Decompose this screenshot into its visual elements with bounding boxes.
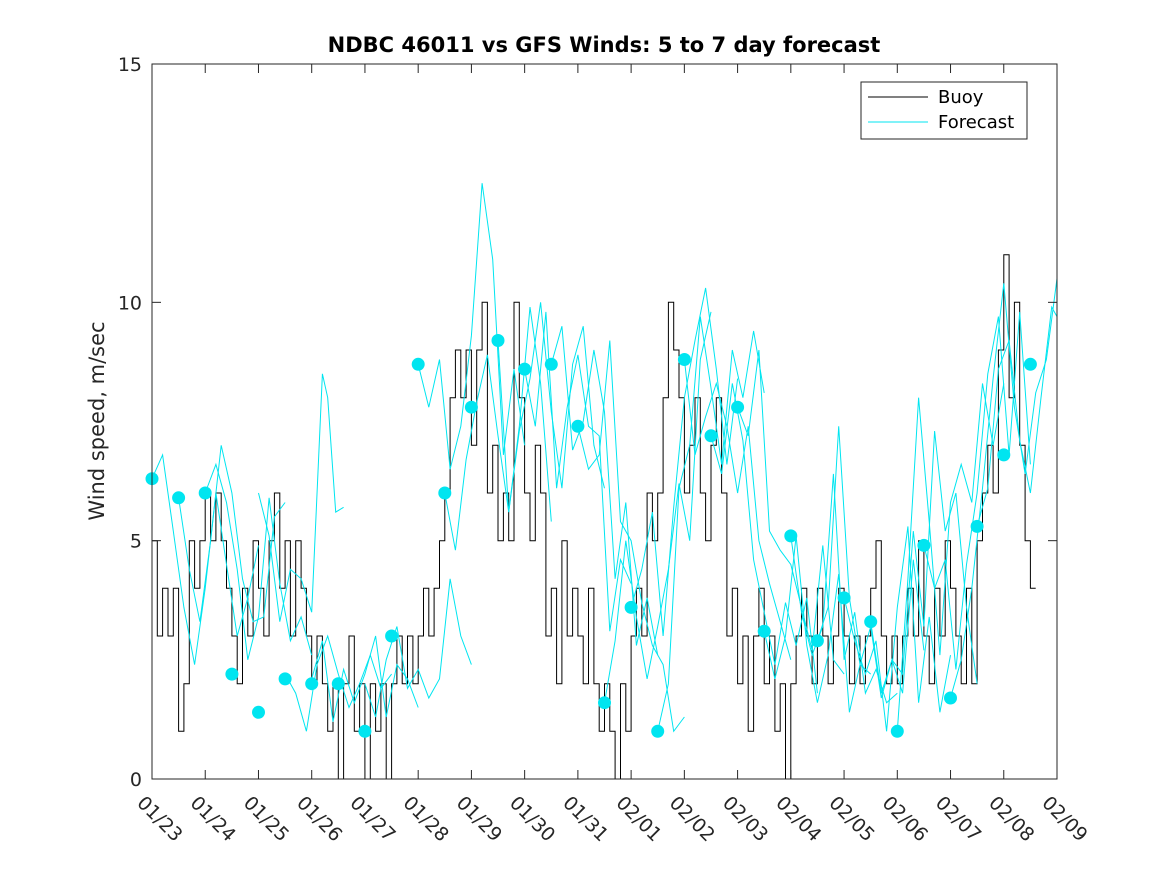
legend: Buoy Forecast (860, 81, 1028, 140)
forecast-marker-18 (598, 696, 611, 710)
forecast-run-line-8 (417, 183, 526, 470)
forecast-run-line-1 (151, 453, 259, 665)
forecast-run-line-10 (497, 302, 605, 513)
forecast-marker-7 (305, 677, 319, 691)
legend-label-buoy: Buoy (938, 87, 984, 108)
forecast-run-line-15 (630, 287, 739, 637)
forecast-marker-13 (464, 400, 478, 414)
forecast-marker-30 (917, 538, 931, 552)
forecast-marker-23 (731, 400, 745, 414)
plot-area (145, 183, 1058, 780)
forecast-run-line-5 (284, 634, 393, 732)
forecast-marker-19 (624, 600, 638, 614)
forecast-marker-9 (358, 724, 372, 738)
forecast-marker-14 (491, 334, 505, 347)
forecast-run-line-14 (604, 311, 712, 703)
forecast-marker-12 (438, 486, 452, 500)
forecast-marker-28 (864, 615, 878, 629)
forecast-marker-31 (944, 691, 957, 705)
forecast-run-line-19 (737, 349, 845, 675)
forecast-marker-2 (172, 491, 186, 505)
forecast-marker-16 (544, 357, 558, 371)
forecast-run-line-28 (976, 305, 1058, 527)
forecast-run-line-24 (870, 430, 978, 694)
forecast-marker-26 (810, 634, 824, 648)
forecast-marker-33 (997, 448, 1011, 462)
forecast-marker-10 (385, 629, 399, 643)
chart-title: NDBC 46011 vs GFS Winds: 5 to 7 day fore… (328, 33, 881, 57)
forecast-marker-5 (252, 705, 265, 719)
forecast-run-line-6 (311, 635, 419, 722)
forecast-run-line-25 (896, 383, 1005, 732)
forecast-marker-25 (784, 529, 798, 543)
forecast-marker-22 (704, 429, 718, 443)
forecast-marker-3 (198, 486, 212, 500)
forecast-marker-34 (1023, 357, 1037, 371)
forecast-marker-24 (757, 624, 771, 638)
forecast-run-line-2 (178, 445, 286, 623)
y-tick-label: 10 (118, 292, 142, 314)
forecast-run-line-3 (204, 462, 313, 660)
forecast-run-line-12 (550, 326, 659, 656)
y-tick-label: 5 (130, 531, 142, 553)
forecast-marker-15 (518, 362, 532, 376)
forecast-run-line-4 (258, 373, 344, 622)
forecast-run-line-27 (950, 278, 1058, 699)
legend-box (860, 81, 1028, 140)
forecast-run-line-17 (683, 359, 792, 660)
forecast-run-line-13 (577, 340, 685, 733)
forecast-marker-21 (677, 353, 691, 366)
forecast-run-line-11 (524, 311, 632, 632)
forecast-marker-11 (411, 357, 425, 371)
forecast-marker-8 (331, 677, 345, 691)
forecast-run-line-20 (763, 535, 872, 713)
axes-box (151, 63, 1058, 780)
forecast-run-line-9 (444, 307, 552, 551)
forecast-marker-17 (571, 419, 585, 433)
legend-label-forecast: Forecast (938, 112, 1014, 133)
forecast-run-line-23 (843, 526, 951, 732)
forecast-marker-29 (890, 724, 904, 738)
y-tick-label: 15 (118, 54, 142, 76)
y-axis-label: Wind speed, m/sec (85, 321, 109, 520)
forecast-marker-32 (970, 519, 984, 533)
forecast-marker-6 (278, 672, 292, 686)
forecast-run-line-16 (657, 316, 765, 732)
forecast-marker-20 (651, 724, 665, 738)
forecast-run-line-7 (364, 578, 472, 718)
forecast-marker-27 (837, 591, 851, 605)
forecast-run-line-18 (710, 383, 818, 694)
y-tick-label: 0 (130, 769, 142, 791)
forecast-run-line-26 (923, 311, 1031, 670)
forecast-marker-4 (225, 667, 239, 681)
